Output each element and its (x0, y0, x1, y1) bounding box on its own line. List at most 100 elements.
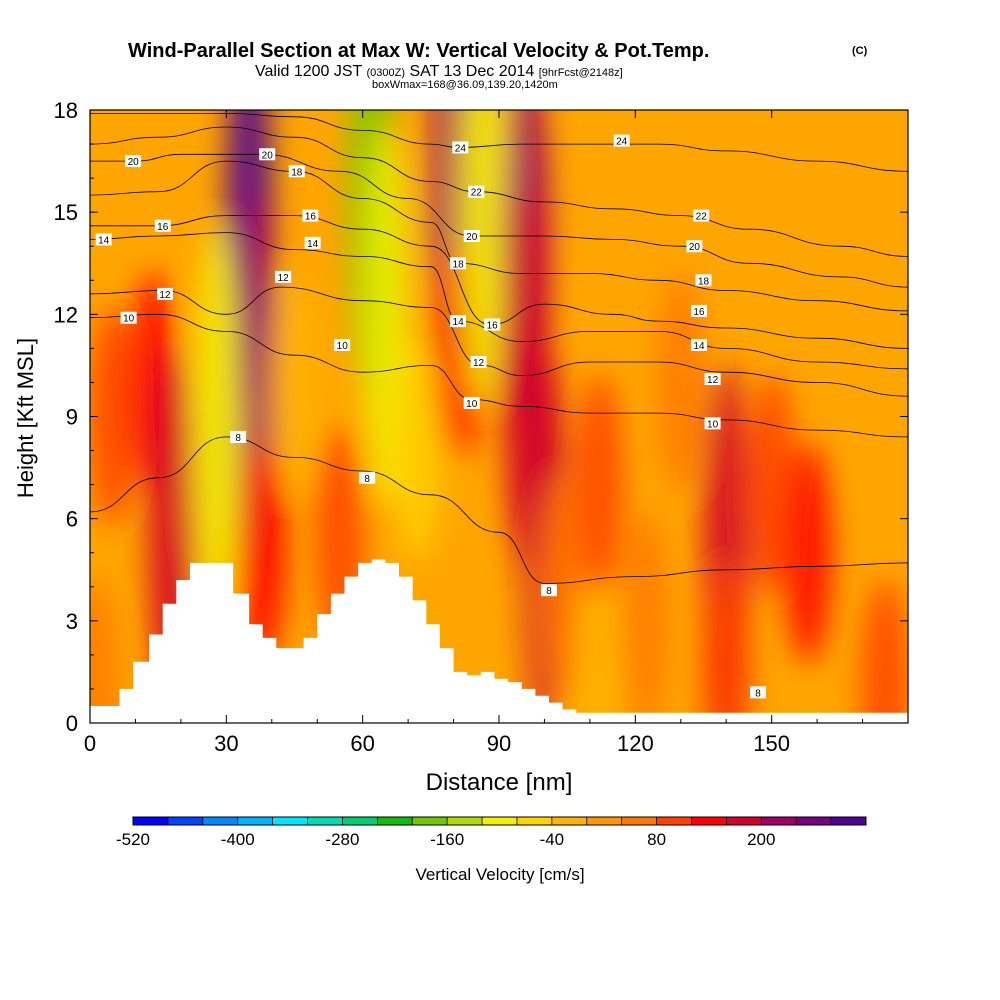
theta-contour-label: 18 (288, 165, 305, 178)
y-tick-label: 0 (66, 711, 78, 736)
theta-contour-label-text: 12 (473, 358, 485, 369)
theta-contour-label-text: 10 (466, 399, 478, 410)
velocity-cell (574, 544, 623, 723)
theta-contour-label-text: 12 (707, 375, 719, 386)
theta-contour-label: 10 (463, 396, 480, 410)
theta-contour-label-text: 12 (278, 273, 290, 284)
x-tick-label: 0 (84, 731, 96, 756)
theta-contour-label-text: 20 (128, 157, 140, 168)
colorbar-swatch (342, 817, 378, 825)
velocity-cell (90, 306, 137, 527)
theta-contour-label-text: 8 (546, 586, 552, 597)
velocity-cell (861, 578, 908, 723)
theta-contour-label: 14 (95, 233, 112, 246)
theta-contour-label: 22 (693, 209, 710, 223)
theta-contour-label: 20 (259, 148, 276, 161)
chart-title-text: Wind-Parallel Section at Max W: Vertical… (128, 40, 709, 62)
theta-contour-label-text: 10 (707, 419, 719, 430)
copyright-mark: (C) (852, 45, 868, 57)
y-tick-label: 6 (66, 507, 78, 532)
theta-contour-label-text: 20 (689, 242, 701, 253)
velocity-cell (90, 578, 119, 723)
velocity-cell (393, 340, 442, 561)
theta-contour-label: 16 (302, 209, 319, 223)
colorbar-label: Vertical Velocity [cm/s] (415, 865, 584, 884)
theta-contour-label: 22 (468, 185, 485, 199)
colorbar-tick-label: -160 (430, 830, 464, 849)
theta-contour-label: 14 (690, 338, 707, 352)
theta-contour-label: 16 (690, 304, 707, 318)
colorbar-swatch (412, 817, 448, 825)
colorbar-swatch (377, 817, 413, 825)
colorbar-swatch (656, 817, 692, 825)
y-axis: 0 3 6 9 12 15 18 (54, 98, 908, 736)
theta-contour-label-text: 10 (123, 314, 135, 325)
theta-contour-label: 8 (750, 686, 767, 699)
theta-contour-label: 12 (470, 356, 487, 369)
theta-contour-8 (90, 436, 908, 584)
theta-contour-label: 14 (450, 315, 467, 328)
theta-contour-label-text: 18 (291, 167, 303, 178)
colorbar-swatch (796, 817, 832, 825)
velocity-cell (620, 510, 669, 723)
theta-contour-label-text: 8 (235, 433, 241, 444)
colorbar-tick-label: -400 (221, 830, 255, 849)
theta-contour-label-text: 14 (693, 341, 705, 352)
theta-contour-label: 16 (484, 318, 501, 332)
theta-contour-label-text: 16 (487, 321, 499, 332)
velocity-cell (784, 442, 833, 663)
colorbar-swatch (133, 817, 169, 825)
theta-contour-label-text: 18 (698, 276, 710, 287)
theta-contour-label-text: 24 (455, 143, 467, 154)
theta-contour-label: 12 (275, 270, 292, 284)
subtitle-date: SAT 13 Dec 2014 (409, 63, 534, 80)
theta-contour-label: 14 (304, 236, 321, 250)
colorbar-tick-label: -280 (325, 830, 359, 849)
y-tick-label: 15 (54, 200, 78, 225)
theta-contour-label-text: 14 (453, 317, 465, 328)
theta-contour-label: 8 (230, 430, 247, 444)
theta-contour-label: 24 (613, 134, 630, 148)
colorbar-swatch (726, 817, 762, 825)
theta-contour-label: 12 (704, 373, 721, 386)
terrain (90, 559, 908, 723)
theta-contour-label-text: 20 (466, 232, 478, 243)
theta-contour-label-text: 8 (755, 688, 761, 699)
x-tick-label: 90 (487, 731, 511, 756)
theta-contour-label: 10 (704, 417, 721, 430)
theta-contour-label-text: 16 (693, 307, 705, 318)
colorbar-ticks: -520 -400 -280 -160 -40 80 200 (116, 830, 775, 849)
velocity-cell (270, 272, 319, 493)
colorbar-tick-label: 80 (647, 830, 666, 849)
y-tick-label: 18 (54, 98, 78, 123)
colorbar-swatch (586, 817, 623, 825)
theta-contour-label: 24 (452, 141, 469, 154)
x-tick-label: 150 (753, 731, 790, 756)
colorbar-tick-label: -40 (540, 830, 565, 849)
x-tick-label: 30 (214, 731, 238, 756)
x-axis: 0 30 60 90 120 150 (84, 110, 864, 756)
theta-contour-label-text: 14 (98, 235, 110, 246)
theta-contour-label-text: 22 (471, 188, 483, 199)
velocity-cell (656, 272, 705, 493)
colorbar-swatch (516, 817, 553, 825)
theta-contour-label-text: 22 (696, 212, 708, 223)
colorbar-tick-label: 200 (747, 830, 775, 849)
theta-contour-label-text: 18 (453, 259, 465, 270)
theta-contour-label-text: 14 (307, 239, 319, 250)
colorbar-swatch (691, 817, 727, 825)
colorbar-swatch (447, 817, 483, 825)
y-tick-label: 3 (66, 609, 78, 634)
velocity-cell (747, 374, 796, 595)
theta-contour-label-text: 12 (159, 290, 171, 301)
colorbar-swatch (272, 817, 309, 825)
subtitle-valid: Valid 1200 JST (255, 63, 363, 80)
colorbar (132, 816, 867, 826)
colorbar-swatch (307, 817, 343, 825)
theta-contour-label-text: 20 (262, 150, 274, 161)
colorbar-swatch (482, 817, 518, 825)
subtitle-fcst: [9hrFcst@2148z] (539, 67, 623, 79)
colorbar-swatch (551, 817, 588, 825)
x-tick-label: 60 (350, 731, 374, 756)
colorbar-swatch (831, 817, 867, 825)
